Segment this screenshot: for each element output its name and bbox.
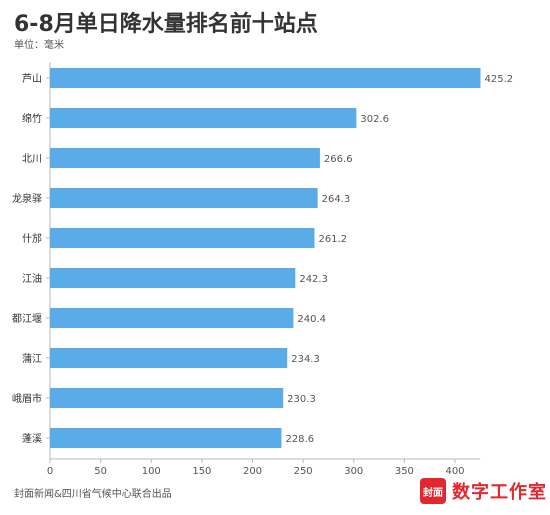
bar (50, 348, 288, 368)
x-tick-label: 250 (294, 466, 313, 477)
value-label: 230.3 (287, 394, 316, 405)
brand-mark: 封面 数字工作室 (420, 478, 547, 504)
category-label: 都江堰 (12, 313, 42, 325)
bar (50, 308, 294, 328)
x-tick-label: 200 (243, 466, 262, 477)
category-label: 绵竹 (22, 112, 42, 125)
category-label: 蒲江 (22, 352, 42, 365)
value-label: 240.4 (297, 314, 326, 325)
value-label: 242.3 (299, 274, 328, 285)
brand-name: 数字工作室 (452, 482, 547, 503)
value-label: 266.6 (324, 154, 353, 165)
chart-title: 6-8月单日降水量排名前十站点 (14, 12, 318, 37)
x-tick-label: 50 (94, 466, 107, 477)
x-tick-label: 0 (47, 466, 53, 477)
bar (50, 188, 318, 208)
x-tick-label: 150 (192, 466, 211, 477)
value-label: 228.6 (285, 434, 314, 445)
category-label: 芦山 (22, 73, 42, 85)
bar-chart: 芦山 425.2 绵竹 302.6 北川 266.6 龙泉驿 264.3 什邡 261.2 江油 24… (12, 62, 514, 477)
bar (50, 268, 296, 288)
category-label: 江油 (22, 272, 42, 285)
category-label: 龙泉驿 (12, 192, 42, 205)
value-label: 234.3 (291, 354, 320, 365)
x-tick-label: 400 (445, 466, 464, 477)
x-tick-label: 100 (142, 466, 161, 477)
category-label: 蓬溪 (22, 433, 42, 445)
bar (50, 68, 481, 88)
bar (50, 228, 315, 248)
value-label: 425.2 (485, 74, 514, 85)
bar (50, 148, 320, 168)
category-label: 北川 (22, 153, 42, 165)
source-credit: 封面新闻&四川省气候中心联合出品 (14, 489, 172, 500)
category-label: 峨眉市 (12, 392, 42, 405)
bar (50, 108, 357, 128)
unit-label: 单位：毫米 (14, 40, 64, 51)
value-label: 264.3 (322, 194, 351, 205)
category-label: 什邡 (22, 232, 42, 245)
bar (50, 388, 284, 408)
value-label: 261.2 (318, 234, 347, 245)
x-tick-label: 300 (344, 466, 363, 477)
bar (50, 428, 282, 448)
brand-logo: 封面 (420, 478, 446, 504)
value-label: 302.6 (360, 114, 389, 125)
x-tick-label: 350 (395, 466, 414, 477)
